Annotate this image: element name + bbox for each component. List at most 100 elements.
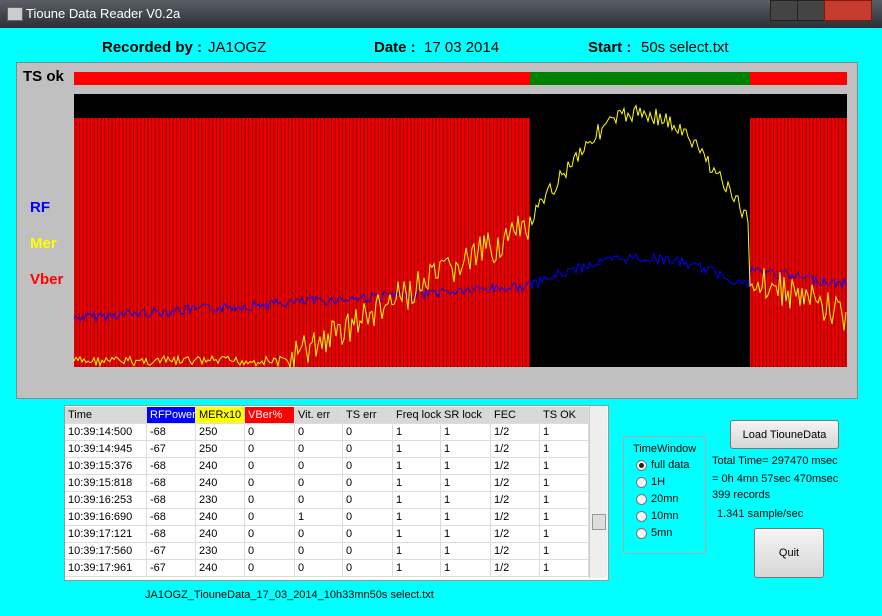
table-cell: 1 [393,458,441,475]
table-cell: 1 [393,509,441,526]
table-cell: 10:39:14:500 [65,424,147,441]
table-cell: 1 [441,458,491,475]
table-cell: 10:39:14:945 [65,441,147,458]
table-cell: 0 [343,475,393,492]
table-cell: -68 [147,509,196,526]
quit-button[interactable]: Quit [754,528,824,578]
table-cell: 10:39:16:690 [65,509,147,526]
table-cell: 0 [295,543,343,560]
table-cell: 230 [196,543,245,560]
radio-button[interactable] [636,528,647,539]
table-cell: 0 [245,424,295,441]
vber-bars [74,118,847,367]
table-cell: 0 [343,560,393,577]
scroll-thumb[interactable] [592,514,606,530]
table-cell: 1 [441,560,491,577]
table-cell: 0 [245,492,295,509]
radio-label[interactable]: full data [651,459,690,471]
column-header: MERx10 [196,407,245,424]
ts-bar-bad [750,72,847,85]
info: Total Time= 297470 msec [712,455,838,467]
label: Recorded by : [102,39,203,56]
table-cell: 1 [540,492,589,509]
table-cell: 0 [295,424,343,441]
legend-rf: RF [30,199,50,216]
title-bar [0,0,882,28]
table-cell: 1 [540,458,589,475]
column-header: TS OK [540,407,589,424]
table-cell: 1 [441,441,491,458]
table-cell: 1 [540,526,589,543]
table-cell: -68 [147,458,196,475]
column-header: VBer% [245,407,295,424]
table-cell: 1 [540,560,589,577]
table-cell: 240 [196,475,245,492]
group-title: TimeWindow [633,443,697,455]
table-cell: 240 [196,509,245,526]
table-cell: 0 [343,492,393,509]
scrollbar[interactable] [589,406,607,578]
table-cell: 1/2 [491,492,540,509]
label: Date : [374,39,416,56]
label: Start : [588,39,632,56]
radio-button[interactable] [636,494,647,505]
column-header: Freq lock [393,407,441,424]
table-cell: 250 [196,441,245,458]
table-cell: 0 [295,492,343,509]
radio-button[interactable] [636,477,647,488]
table-cell: 1 [540,543,589,560]
mer-trace [73,104,847,369]
info: 1.341 sample/sec [717,508,804,520]
legend-vber: Vber [30,271,64,288]
column-header: SR lock [441,407,491,424]
app-icon [7,7,23,21]
table-cell: 0 [245,441,295,458]
legend-mer: Mer [30,235,57,252]
table-cell: 1 [393,475,441,492]
load-button[interactable]: Load TiouneData [730,420,839,449]
radio-button[interactable] [636,511,647,522]
table-cell: 1 [393,492,441,509]
window-title: Tioune Data Reader V0.2a [26,6,181,21]
table-cell: -68 [147,492,196,509]
table-cell: 1 [393,543,441,560]
radio-label[interactable]: 1H [651,476,666,488]
table-cell: 1/2 [491,526,540,543]
table-cell: 10:39:17:121 [65,526,147,543]
table-cell: 1 [441,526,491,543]
table-cell: 10:39:15:376 [65,458,147,475]
table-cell: 230 [196,492,245,509]
table-cell: 1 [441,475,491,492]
table-cell: -68 [147,475,196,492]
radio-label[interactable]: 5mn [651,527,673,539]
filename: JA1OGZ_TiouneData_17_03_2014_10h33mn50s … [145,589,434,601]
info: 399 records [712,489,771,501]
table-cell: 240 [196,526,245,543]
data-table[interactable]: Time RFPower MERx10 VBer% Vit. err TS err Freq… [64,405,609,581]
table-cell: 10:39:16:253 [65,492,147,509]
close-button[interactable] [824,0,872,21]
table-cell: 1 [295,509,343,526]
radio-label[interactable]: 10mn [651,510,679,522]
value: 17 03 2014 [424,39,500,56]
table-cell: 0 [245,543,295,560]
table-cell: -67 [147,560,196,577]
info: = 0h 4mn 57sec 470msec [712,473,839,485]
column-header: Time [65,407,147,424]
table-cell: 0 [295,560,343,577]
ts-bar-ok [530,72,750,85]
table-cell: 1/2 [491,424,540,441]
table-cell: 1/2 [491,543,540,560]
radio-label[interactable]: 20mn [651,493,679,505]
table-cell: 1/2 [491,441,540,458]
table-cell: 0 [245,560,295,577]
table-cell: 1 [393,424,441,441]
table-cell: 1 [441,509,491,526]
table-cell: 0 [343,441,393,458]
ts-bar-bad [74,72,530,85]
table-cell: 1 [540,509,589,526]
table-cell: 0 [245,458,295,475]
radio-button[interactable] [636,460,647,471]
plot [73,72,847,369]
